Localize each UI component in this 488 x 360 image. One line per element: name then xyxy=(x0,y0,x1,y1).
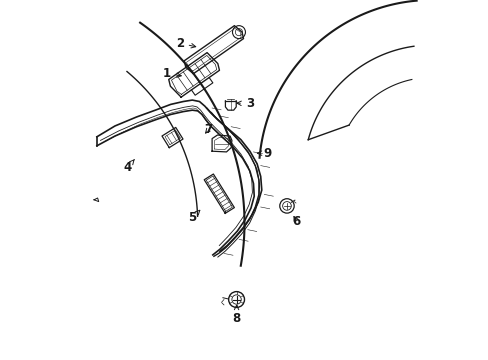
Text: 3: 3 xyxy=(236,97,253,110)
Text: 7: 7 xyxy=(204,123,212,136)
Text: 9: 9 xyxy=(257,147,271,159)
Text: 6: 6 xyxy=(292,215,300,228)
Text: 4: 4 xyxy=(123,159,134,174)
Text: 5: 5 xyxy=(188,210,200,224)
Text: 1: 1 xyxy=(163,67,181,80)
Text: 2: 2 xyxy=(175,37,195,50)
Text: 8: 8 xyxy=(232,305,240,325)
